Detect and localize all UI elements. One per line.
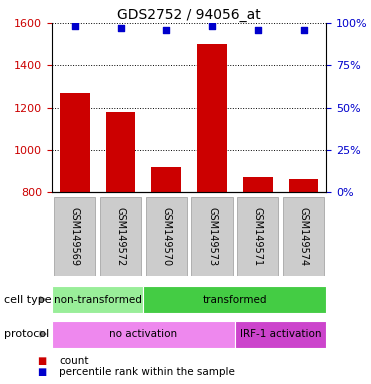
Point [301,27,306,33]
Bar [52,321,235,348]
Text: GSM149572: GSM149572 [116,207,125,266]
Bar [151,167,181,192]
Text: count: count [59,356,89,366]
Bar [52,286,144,313]
Text: ■: ■ [37,356,46,366]
Text: ■: ■ [37,367,46,377]
Bar [106,112,135,192]
Bar [54,197,95,276]
Point [255,27,261,33]
Bar [191,197,233,276]
Text: IRF-1 activation: IRF-1 activation [240,329,322,339]
Bar [144,286,326,313]
Point [118,25,124,31]
Text: GSM149569: GSM149569 [70,207,80,266]
Point [209,23,215,30]
Text: GSM149570: GSM149570 [161,207,171,266]
Bar [237,197,279,276]
Text: GSM149573: GSM149573 [207,207,217,266]
Title: GDS2752 / 94056_at: GDS2752 / 94056_at [117,8,261,22]
Text: cell type: cell type [4,295,51,305]
Text: transformed: transformed [203,295,267,305]
Bar [289,179,318,192]
Text: percentile rank within the sample: percentile rank within the sample [59,367,235,377]
Text: GSM149571: GSM149571 [253,207,263,266]
Bar [197,44,227,192]
Point [72,23,78,30]
Bar [283,197,324,276]
Point [163,27,169,33]
Bar [235,321,326,348]
Bar [243,177,273,192]
Text: protocol: protocol [4,329,49,339]
Text: GSM149574: GSM149574 [299,207,309,266]
Bar [146,197,187,276]
Bar [60,93,90,192]
Text: non-transformed: non-transformed [54,295,142,305]
Text: no activation: no activation [109,329,177,339]
Bar [100,197,141,276]
